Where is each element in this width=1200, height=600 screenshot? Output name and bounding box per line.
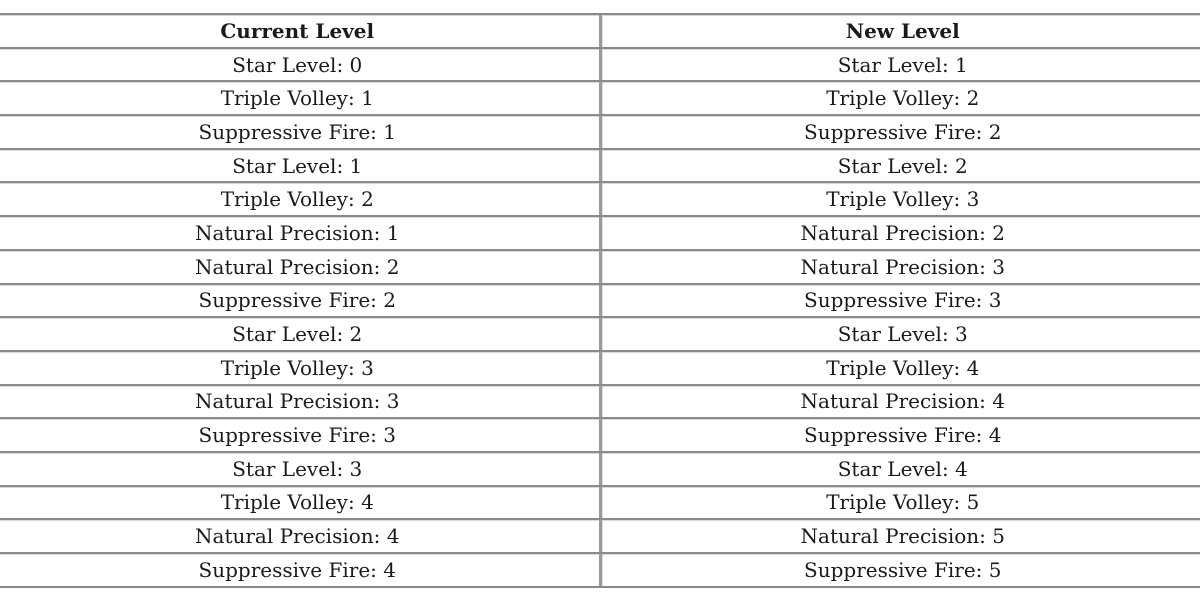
table-row: Suppressive Fire: 2 Suppressive Fire: 3 <box>0 282 1200 317</box>
current-level-cell: Suppressive Fire: 3 <box>0 419 602 451</box>
table-row: Triple Volley: 1 Triple Volley: 2 <box>0 80 1200 115</box>
current-level-cell: Triple Volley: 2 <box>0 183 602 216</box>
current-level-cell: Natural Precision: 4 <box>0 520 602 552</box>
current-level-cell: Natural Precision: 1 <box>0 217 602 249</box>
new-level-cell: Suppressive Fire: 3 <box>804 288 1002 313</box>
table-row: Suppressive Fire: 1 Suppressive Fire: 2 <box>0 114 1200 148</box>
new-level-cell: Star Level: 4 <box>837 456 968 481</box>
table-row: Star Level: 0 Star Level: 1 <box>0 46 1200 81</box>
header-new-level: New Level <box>845 18 960 43</box>
new-level-cell: Suppressive Fire: 5 <box>804 557 1002 582</box>
new-level-cell: Star Level: 2 <box>837 153 968 178</box>
current-level-cell: Star Level: 1 <box>0 149 602 182</box>
table-row: Natural Precision: 1 Natural Precision: 2 <box>0 215 1200 249</box>
table-row: Suppressive Fire: 4 Suppressive Fire: 5 <box>0 552 1200 588</box>
table-row: Natural Precision: 4 Natural Precision: 5 <box>0 518 1200 552</box>
new-level-cell: Natural Precision: 4 <box>800 389 1005 414</box>
new-level-cell: Triple Volley: 4 <box>826 355 980 380</box>
table-row: Star Level: 1 Star Level: 2 <box>0 147 1200 182</box>
table-header-row: Current Level New Level <box>0 13 1200 47</box>
level-table: Current Level New Level Star Level: 0 Sta… <box>0 13 1200 588</box>
header-current-level: Current Level <box>0 15 602 47</box>
current-level-cell: Star Level: 2 <box>0 318 602 350</box>
current-level-cell: Triple Volley: 4 <box>0 486 602 519</box>
table-row: Triple Volley: 4 Triple Volley: 5 <box>0 484 1200 519</box>
new-level-cell: Suppressive Fire: 4 <box>804 423 1002 448</box>
current-level-cell: Star Level: 0 <box>0 48 602 81</box>
table-row: Triple Volley: 2 Triple Volley: 3 <box>0 181 1200 216</box>
new-level-cell: Triple Volley: 2 <box>826 86 980 111</box>
current-level-cell: Natural Precision: 3 <box>0 385 602 418</box>
table-row: Suppressive Fire: 3 Suppressive Fire: 4 <box>0 417 1200 451</box>
table-row: Natural Precision: 3 Natural Precision: 4 <box>0 383 1200 418</box>
new-level-cell: Suppressive Fire: 2 <box>804 119 1002 144</box>
current-level-cell: Suppressive Fire: 1 <box>0 116 602 148</box>
new-level-cell: Natural Precision: 3 <box>800 254 1005 279</box>
new-level-cell: Star Level: 1 <box>837 52 968 77</box>
new-level-cell: Natural Precision: 5 <box>800 524 1005 549</box>
current-level-cell: Natural Precision: 2 <box>0 250 602 283</box>
current-level-cell: Suppressive Fire: 2 <box>0 284 602 317</box>
current-level-cell: Triple Volley: 1 <box>0 82 602 115</box>
current-level-cell: Suppressive Fire: 4 <box>0 554 602 586</box>
new-level-cell: Star Level: 3 <box>837 322 968 347</box>
new-level-cell: Triple Volley: 3 <box>826 187 980 212</box>
new-level-cell: Natural Precision: 2 <box>800 220 1005 245</box>
table-row: Star Level: 3 Star Level: 4 <box>0 450 1200 485</box>
table-row: Star Level: 2 Star Level: 3 <box>0 316 1200 350</box>
new-level-cell: Triple Volley: 5 <box>826 490 980 515</box>
table-row: Triple Volley: 3 Triple Volley: 4 <box>0 349 1200 384</box>
current-level-cell: Star Level: 3 <box>0 452 602 485</box>
current-level-cell: Triple Volley: 3 <box>0 351 602 384</box>
table-row: Natural Precision: 2 Natural Precision: 3 <box>0 248 1200 283</box>
